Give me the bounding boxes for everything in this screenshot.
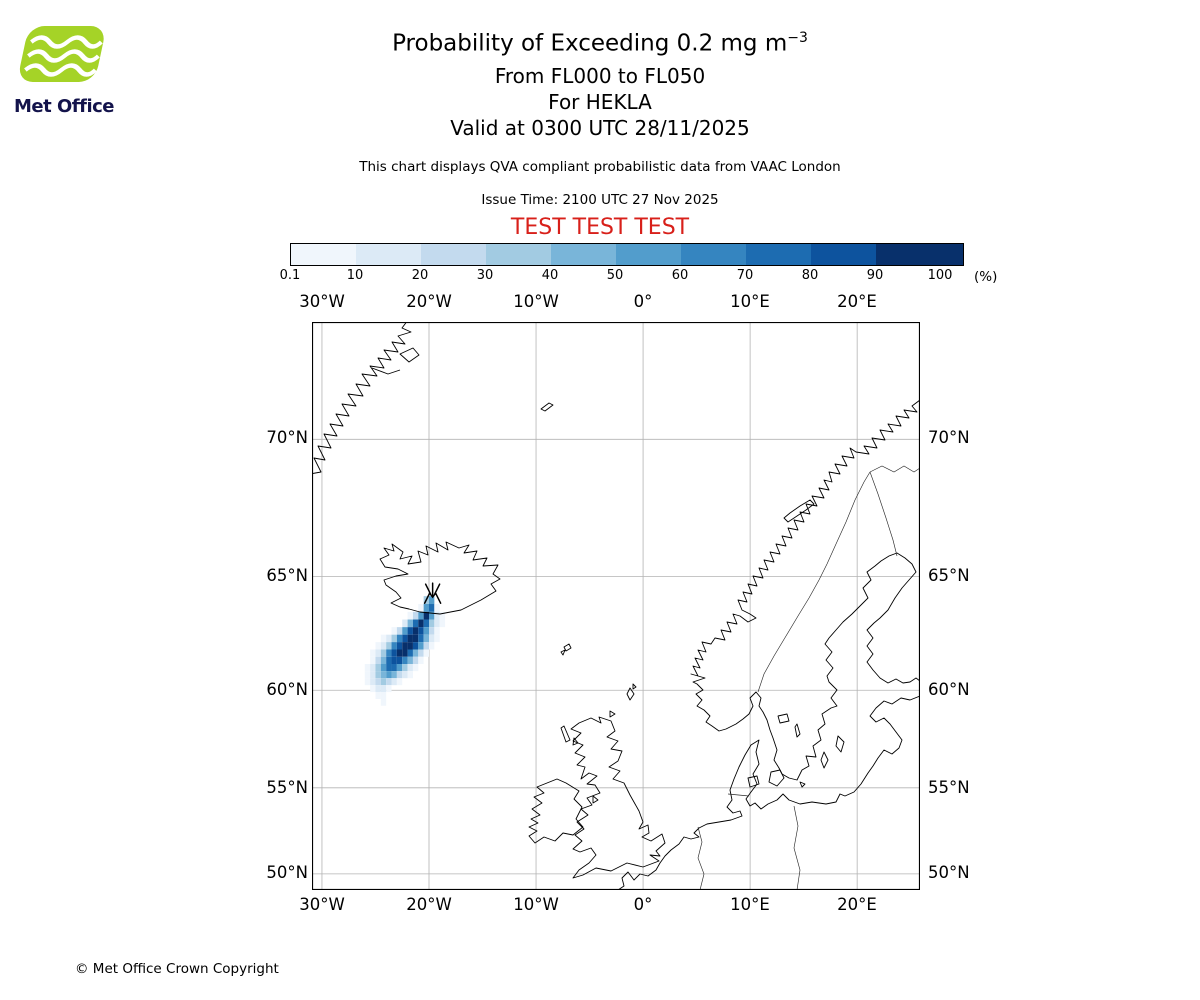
greenland-fjord	[371, 367, 401, 375]
x-tick-bottom-10w: 10°W	[513, 895, 559, 914]
map-canvas	[312, 322, 920, 890]
y-tick-left-50n: 50°N	[266, 863, 308, 882]
x-tick-bottom-30w: 30°W	[299, 895, 345, 914]
lake-vanern	[777, 713, 790, 724]
y-tick-right-60n: 60°N	[928, 680, 970, 699]
border-germany-poland	[793, 805, 801, 890]
ireland-coast	[528, 778, 584, 844]
map-frame	[312, 322, 920, 890]
scandinavia-coast	[690, 399, 920, 781]
bornholm-island	[799, 781, 806, 788]
subtitle-volcano: For HEKLA	[548, 90, 652, 114]
subtitle-valid-time: Valid at 0300 UTC 28/11/2025	[450, 116, 750, 140]
great-britain-coast	[570, 716, 666, 879]
y-tick-left-55n: 55°N	[266, 778, 308, 797]
y-tick-left-70n: 70°N	[266, 428, 308, 447]
zealand-island	[768, 769, 785, 787]
gotland-island	[835, 735, 845, 753]
y-tick-right-55n: 55°N	[928, 778, 970, 797]
x-tick-top-10e: 10°E	[730, 292, 770, 311]
page-title: Probability of Exceeding 0.2 mg m−3	[0, 30, 1200, 57]
border-sweden-finland	[869, 471, 898, 557]
country-borders	[697, 465, 920, 890]
x-tick-bottom-20w: 20°W	[406, 895, 452, 914]
colorbar	[290, 243, 964, 266]
volcano-eruption-icon	[423, 582, 442, 604]
faroe-islands	[560, 643, 572, 656]
map-gridlines	[312, 322, 920, 890]
outer-hebrides	[560, 725, 571, 743]
border-denmark-germany	[727, 793, 750, 797]
y-tick-right-50n: 50°N	[928, 863, 970, 882]
greenland-coast	[312, 322, 412, 475]
isle-of-man	[592, 795, 599, 804]
greenland-fjord-island	[399, 347, 420, 363]
x-tick-top-30w: 30°W	[299, 292, 345, 311]
y-tick-left-60n: 60°N	[266, 680, 308, 699]
lake-vattern	[794, 723, 801, 738]
met-office-logo-mark	[19, 26, 104, 82]
met-office-logo: Met Office	[14, 20, 124, 117]
border-netherlands-germany	[697, 826, 705, 890]
coastlines	[312, 322, 920, 890]
x-tick-top-0: 0°	[633, 292, 653, 311]
data-source-note: This chart displays QVA compliant probab…	[359, 159, 841, 175]
shetland-islands	[626, 683, 637, 701]
copyright-notice: © Met Office Crown Copyright	[75, 961, 279, 977]
iceland-coast	[379, 541, 501, 615]
colorbar-unit: (%)	[974, 269, 998, 285]
ash-probability-plume	[364, 596, 446, 706]
x-tick-top-20w: 20°W	[406, 292, 452, 311]
oland-island	[820, 751, 829, 769]
x-tick-top-10w: 10°W	[513, 292, 559, 311]
title-text: Probability of Exceeding 0.2 mg m	[392, 30, 788, 57]
test-banner: TEST TEST TEST	[510, 215, 690, 240]
x-tick-bottom-20e: 20°E	[837, 895, 877, 914]
subtitle-flight-levels: From FL000 to FL050	[494, 64, 706, 88]
x-tick-bottom-10e: 10°E	[730, 895, 770, 914]
orkney-islands	[609, 710, 616, 718]
funen-island	[747, 775, 760, 788]
border-norway-finland	[869, 465, 920, 473]
border-norway-sweden	[757, 471, 871, 693]
y-tick-right-70n: 70°N	[928, 428, 970, 447]
y-tick-left-65n: 65°N	[266, 566, 308, 585]
issue-time: Issue Time: 2100 UTC 27 Nov 2025	[481, 192, 719, 208]
met-office-wordmark: Met Office	[14, 96, 115, 117]
lofoten-islands	[783, 499, 815, 523]
x-tick-top-20e: 20°E	[837, 292, 877, 311]
baltic-and-continental-coast	[617, 695, 920, 890]
y-tick-right-65n: 65°N	[928, 566, 970, 585]
volcano-marker	[423, 582, 442, 604]
title-exponent: −3	[787, 30, 808, 46]
jan-mayen-island	[540, 402, 554, 412]
colorbar-tick-labels: 0.1 10 20 30 40 50 60 70 80 90 100	[279, 268, 953, 283]
x-tick-bottom-0: 0°	[633, 895, 653, 914]
